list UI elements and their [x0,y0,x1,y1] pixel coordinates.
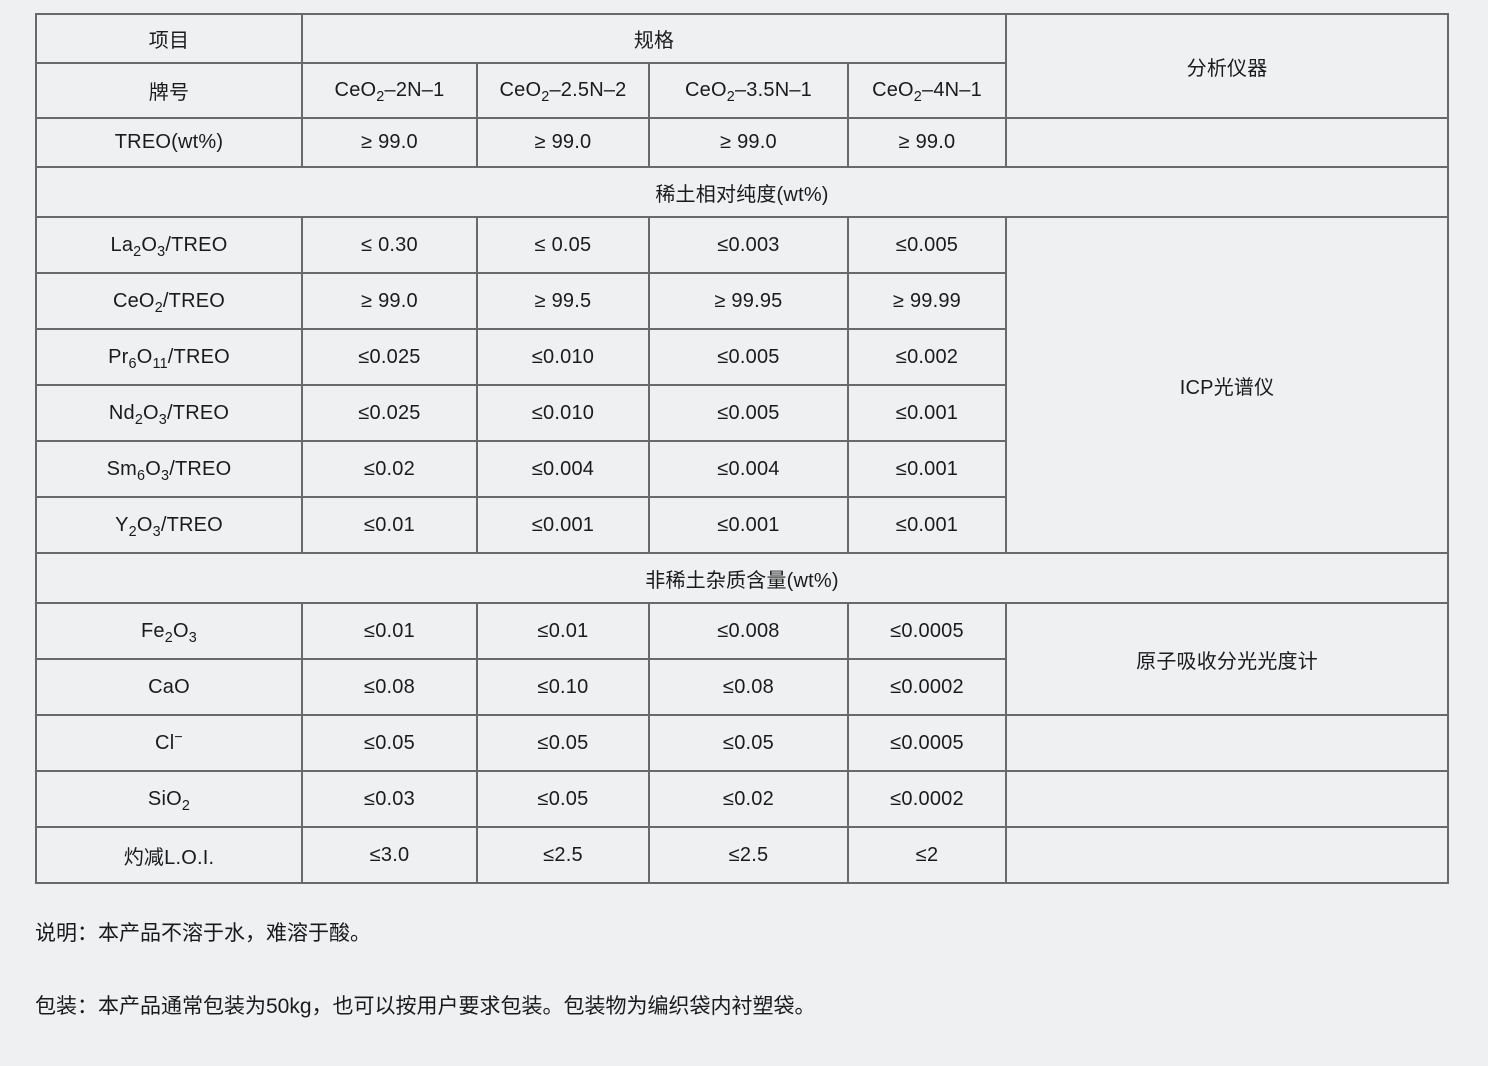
value-cell: ≤0.010 [476,384,650,442]
value-cell: ≤0.10 [476,658,650,716]
value-cell: ≤0.05 [476,714,650,772]
impurity-section-row: 非稀土杂质含量(wt%) [34,552,1450,604]
treo-row: TREO(wt%) ≥ 99.0 ≥ 99.0 ≥ 99.0 ≥ 99.0 [35,117,1450,168]
value-cell: ≤0.001 [648,496,849,554]
value-cell: ≤0.025 [301,328,478,386]
instrument-cell-aas: 原子吸收分光光度计 [1005,602,1450,716]
table-row: CeO2/TREO ≥ 99.0 ≥ 99.5 ≥ 99.95 ≥ 99.99 [35,272,1448,330]
value-cell: ≥ 99.99 [846,272,1008,330]
row-label-cell: TREO(wt%) [35,117,303,168]
row-label-cell: CaO [35,658,303,716]
value-cell: ≥ 99.0 [846,117,1008,168]
instrument-cell-icp: ICP光谱仪 [1005,216,1450,554]
table-row: Nd2O3/TREO ≤0.025 ≤0.010 ≤0.005 ≤0.001 [35,384,1448,442]
value-cell: ≤2 [846,826,1008,884]
value-cell: ≤0.02 [301,440,478,498]
value-cell: ≤0.03 [301,770,478,828]
grade-cell: CeO2–2N–1 [301,62,478,119]
table-row: Y2O3/TREO ≤0.01 ≤0.001 ≤0.001 ≤0.001 [35,496,1448,554]
item-header-cell: 项目 [35,13,303,64]
instrument-empty-cell [1005,770,1450,828]
spec-header-cell: 规格 [300,13,1008,64]
value-cell: ≤0.004 [648,440,849,498]
value-cell: ≤0.025 [301,384,478,442]
instrument-header-cell: 分析仪器 [1005,13,1450,119]
value-cell: ≤0.005 [648,384,849,442]
value-cell: ≤0.08 [648,658,849,716]
grade-header-cell: 牌号 [35,62,303,119]
note-packaging: 包装：本产品通常包装为50kg，也可以按用户要求包装。包装物为编织袋内衬塑袋。 [35,995,816,1018]
value-cell: ≤0.0005 [846,602,1008,660]
row-label-cell: SiO2 [35,770,303,828]
value-cell: ≤3.0 [301,826,478,884]
instrument-empty-cell [1005,826,1450,884]
notes-section: 说明：本产品不溶于水，难溶于酸。 包装：本产品通常包装为50kg，也可以按用户要… [35,920,1455,1066]
value-cell: ≤0.0005 [846,714,1008,772]
section-title-cell: 非稀土杂质含量(wt%) [34,552,1450,604]
value-cell: ≥ 99.0 [648,117,849,168]
value-cell: ≤0.001 [846,384,1008,442]
row-label-cell: Pr6O11/TREO [35,328,303,386]
value-cell: ≤0.01 [476,602,650,660]
value-cell: ≤ 0.30 [301,216,478,274]
value-cell: ≤0.01 [301,602,478,660]
value-cell: ≤0.001 [476,496,650,554]
instrument-empty-cell [1005,117,1450,168]
value-cell: ≥ 99.95 [648,272,849,330]
value-cell: ≤0.02 [648,770,849,828]
table-row: 灼减L.O.I. ≤3.0 ≤2.5 ≤2.5 ≤2 [35,826,1450,884]
value-cell: ≤ 0.05 [476,216,650,274]
instrument-empty-cell [1005,714,1450,772]
value-cell: ≤0.01 [301,496,478,554]
row-label-cell: Cl− [35,714,303,772]
value-cell: ≥ 99.5 [476,272,650,330]
value-cell: ≤0.0002 [846,658,1008,716]
product-spec-table: 项目 规格 分析仪器 牌号 CeO2–2N–1 CeO2–2.5N–2 CeO2… [34,13,1450,884]
section-title-cell: 稀土相对纯度(wt%) [34,166,1450,218]
value-cell: ≤0.08 [301,658,478,716]
row-label-cell: 灼减L.O.I. [35,826,303,884]
table-row: SiO2 ≤0.03 ≤0.05 ≤0.02 ≤0.0002 [35,770,1450,828]
grade-row: 牌号 CeO2–2N–1 CeO2–2.5N–2 CeO2–3.5N–1 CeO… [35,62,1448,119]
value-cell: ≤0.008 [648,602,849,660]
rare-earth-section-row: 稀土相对纯度(wt%) [34,166,1450,218]
header-row: 项目 规格 分析仪器 [35,13,1450,119]
value-cell: ≤2.5 [648,826,849,884]
value-cell: ≤0.005 [648,328,849,386]
table-row: Pr6O11/TREO ≤0.025 ≤0.010 ≤0.005 ≤0.002 [35,328,1448,386]
row-label-cell: Nd2O3/TREO [35,384,303,442]
value-cell: ≤0.005 [846,216,1008,274]
table-row: CaO ≤0.08 ≤0.10 ≤0.08 ≤0.0002 [35,658,1448,716]
value-cell: ≤0.004 [476,440,650,498]
value-cell: ≤0.002 [846,328,1008,386]
value-cell: ≤0.05 [476,770,650,828]
grade-cell: CeO2–4N–1 [846,62,1008,119]
grade-cell: CeO2–3.5N–1 [648,62,849,119]
value-cell: ≤0.003 [648,216,849,274]
table-row: Fe2O3 ≤0.01 ≤0.01 ≤0.008 ≤0.0005 原子吸收分光光… [35,602,1450,716]
row-label-cell: CeO2/TREO [35,272,303,330]
value-cell: ≥ 99.0 [301,272,478,330]
value-cell: ≤0.001 [846,440,1008,498]
row-label-cell: Fe2O3 [35,602,303,660]
table-row: Sm6O3/TREO ≤0.02 ≤0.004 ≤0.004 ≤0.001 [35,440,1448,498]
value-cell: ≤0.010 [476,328,650,386]
row-label-cell: Sm6O3/TREO [35,440,303,498]
value-cell: ≤0.05 [301,714,478,772]
value-cell: ≤0.05 [648,714,849,772]
note-description: 说明：本产品不溶于水，难溶于酸。 [35,922,371,945]
value-cell: ≤0.001 [846,496,1008,554]
grade-cell: CeO2–2.5N–2 [476,62,650,119]
row-label-cell: La2O3/TREO [35,216,303,274]
table-row: La2O3/TREO ≤ 0.30 ≤ 0.05 ≤0.003 ≤0.005 I… [35,216,1450,554]
value-cell: ≥ 99.0 [476,117,650,168]
row-label-cell: Y2O3/TREO [35,496,303,554]
value-cell: ≤0.0002 [846,770,1008,828]
value-cell: ≤2.5 [476,826,650,884]
table-row: Cl− ≤0.05 ≤0.05 ≤0.05 ≤0.0005 [35,714,1450,772]
value-cell: ≥ 99.0 [301,117,478,168]
